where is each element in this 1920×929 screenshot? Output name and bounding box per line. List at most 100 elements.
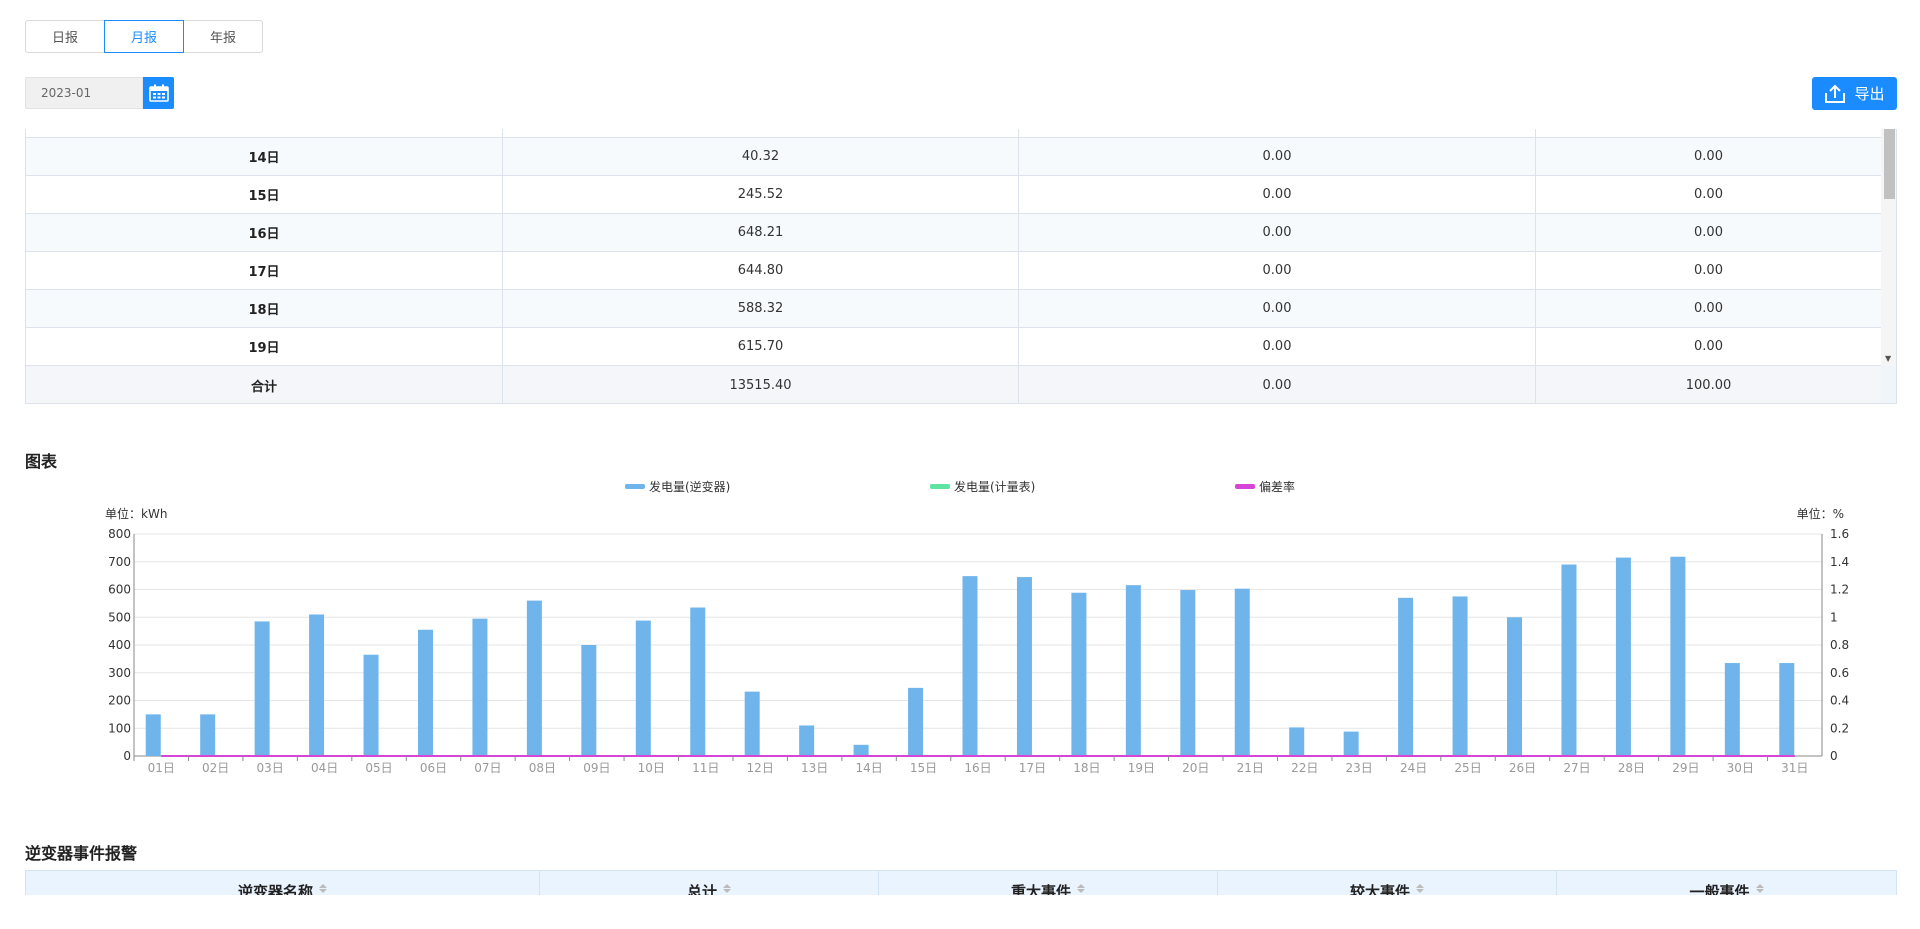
table-cell: 0.00 [1018, 328, 1535, 365]
table-cell: 0.00 [1535, 328, 1881, 365]
table-cell: 648.21 [502, 214, 1018, 251]
table-cell: 0.00 [1535, 252, 1881, 289]
tab-yearly[interactable]: 年报 [183, 20, 263, 53]
bar-inverter-20日 [1180, 590, 1196, 756]
y-right-tick-label: 0.8 [1830, 638, 1849, 652]
table-total-row: 合计 13515.40 0.00 100.00 [26, 366, 1881, 403]
table-cell: 100.00 [1535, 366, 1881, 403]
bar-inverter-17日 [1016, 577, 1032, 756]
bar-inverter-11日 [690, 607, 706, 756]
tab-daily[interactable]: 日报 [25, 20, 105, 53]
table-cell: 615.70 [502, 328, 1018, 365]
table-cell: 0.00 [1018, 176, 1535, 213]
month-date-input[interactable]: 2023-01 [25, 77, 143, 109]
legend-label[interactable]: 发电量(逆变器) [649, 479, 730, 494]
x-tick-label: 04日 [311, 761, 338, 775]
upload-icon [1825, 84, 1846, 103]
y-right-tick-label: 0.4 [1830, 694, 1849, 708]
legend-swatch[interactable] [930, 484, 950, 489]
x-tick-label: 14日 [855, 761, 882, 775]
header-label: 总计 [686, 883, 717, 895]
table-row: 14日 40.32 0.00 0.00 [26, 138, 1881, 176]
col-header-general-events[interactable]: 一般事件 [1556, 871, 1896, 895]
bar-inverter-03日 [254, 621, 270, 756]
y-right-tick-label: 0 [1830, 749, 1838, 763]
table-cell: 0.00 [1018, 290, 1535, 327]
table-row: 19日 615.70 0.00 0.00 [26, 328, 1881, 366]
x-tick-label: 31日 [1781, 761, 1808, 775]
sort-icon[interactable] [723, 884, 731, 893]
table-cell: 18日 [248, 303, 280, 318]
sort-icon[interactable] [1755, 884, 1764, 893]
table-cell: 13515.40 [502, 366, 1018, 403]
col-header-major-events[interactable]: 重大事件 [878, 871, 1217, 895]
x-tick-label: 16日 [964, 761, 991, 775]
sort-icon[interactable] [1416, 884, 1424, 893]
x-tick-label: 15日 [910, 761, 937, 775]
calendar-icon [148, 84, 169, 102]
bar-inverter-30日 [1724, 663, 1740, 756]
x-tick-label: 30日 [1727, 761, 1754, 775]
header-label: 较大事件 [1349, 883, 1410, 895]
y-left-tick-label: 300 [108, 666, 131, 680]
left-axis-unit: 单位：kWh [105, 506, 167, 521]
sort-icon[interactable] [1077, 884, 1085, 893]
table-cell: 14日 [248, 151, 280, 166]
table-cell: 0.00 [1535, 290, 1881, 327]
x-tick-label: 24日 [1400, 761, 1427, 775]
x-tick-label: 01日 [148, 761, 175, 775]
col-header-inverter-name[interactable]: 逆变器名称 [26, 871, 539, 895]
y-left-tick-label: 700 [108, 555, 131, 569]
table-cell: 0.00 [1018, 252, 1535, 289]
table-row: 15日 245.52 0.00 0.00 [26, 176, 1881, 214]
y-right-tick-label: 1.2 [1830, 583, 1849, 597]
y-left-tick-label: 800 [108, 527, 131, 541]
col-header-larger-events[interactable]: 较大事件 [1217, 871, 1556, 895]
export-label: 导出 [1854, 85, 1885, 103]
sort-icon[interactable] [319, 884, 327, 893]
x-tick-label: 11日 [692, 761, 719, 775]
table-cell: 0.00 [1018, 214, 1535, 251]
table-row: 17日 644.80 0.00 0.00 [26, 252, 1881, 290]
y-right-tick-label: 1.4 [1830, 555, 1849, 569]
legend-swatch[interactable] [1235, 484, 1255, 489]
x-tick-label: 02日 [202, 761, 229, 775]
scroll-down-arrow-icon[interactable]: ▼ [1885, 354, 1892, 363]
bar-inverter-25日 [1452, 596, 1468, 756]
legend-swatch[interactable] [625, 484, 645, 489]
table-scrollbar[interactable]: ▼ [1881, 129, 1896, 366]
table-cell: 588.32 [502, 290, 1018, 327]
calendar-button[interactable] [143, 77, 174, 109]
x-tick-label: 28日 [1618, 761, 1645, 775]
x-tick-label: 05日 [365, 761, 392, 775]
table-row-partial [26, 129, 1881, 138]
y-right-tick-label: 1.6 [1830, 527, 1849, 541]
table-cell: 19日 [248, 341, 280, 356]
table-row: 18日 588.32 0.00 0.00 [26, 290, 1881, 328]
bar-inverter-15日 [908, 687, 924, 756]
bar-inverter-28日 [1615, 557, 1631, 756]
x-tick-label: 12日 [747, 761, 774, 775]
export-button[interactable]: 导出 [1812, 77, 1897, 110]
bar-inverter-02日 [200, 714, 216, 756]
y-left-tick-label: 600 [108, 583, 131, 597]
tab-monthly[interactable]: 月报 [104, 20, 184, 53]
table-cell: 0.00 [1535, 214, 1881, 251]
col-header-total[interactable]: 总计 [539, 871, 878, 895]
bar-inverter-19日 [1125, 585, 1141, 756]
scrollbar-thumb[interactable] [1884, 129, 1895, 199]
table-cell: 0.00 [1018, 366, 1535, 403]
bar-inverter-07日 [472, 618, 488, 756]
legend-label[interactable]: 偏差率 [1259, 479, 1295, 494]
y-right-tick-label: 1 [1830, 610, 1838, 624]
x-tick-label: 17日 [1019, 761, 1046, 775]
legend-label[interactable]: 发电量(计量表) [954, 479, 1035, 494]
table-cell: 40.32 [502, 138, 1018, 175]
x-tick-label: 18日 [1073, 761, 1100, 775]
report-period-tabs: 日报 月报 年报 [25, 20, 263, 53]
x-tick-label: 21日 [1237, 761, 1264, 775]
x-tick-label: 20日 [1182, 761, 1209, 775]
table-cell: 17日 [248, 265, 280, 280]
bar-inverter-10日 [635, 620, 651, 756]
table-cell: 合计 [250, 379, 277, 395]
